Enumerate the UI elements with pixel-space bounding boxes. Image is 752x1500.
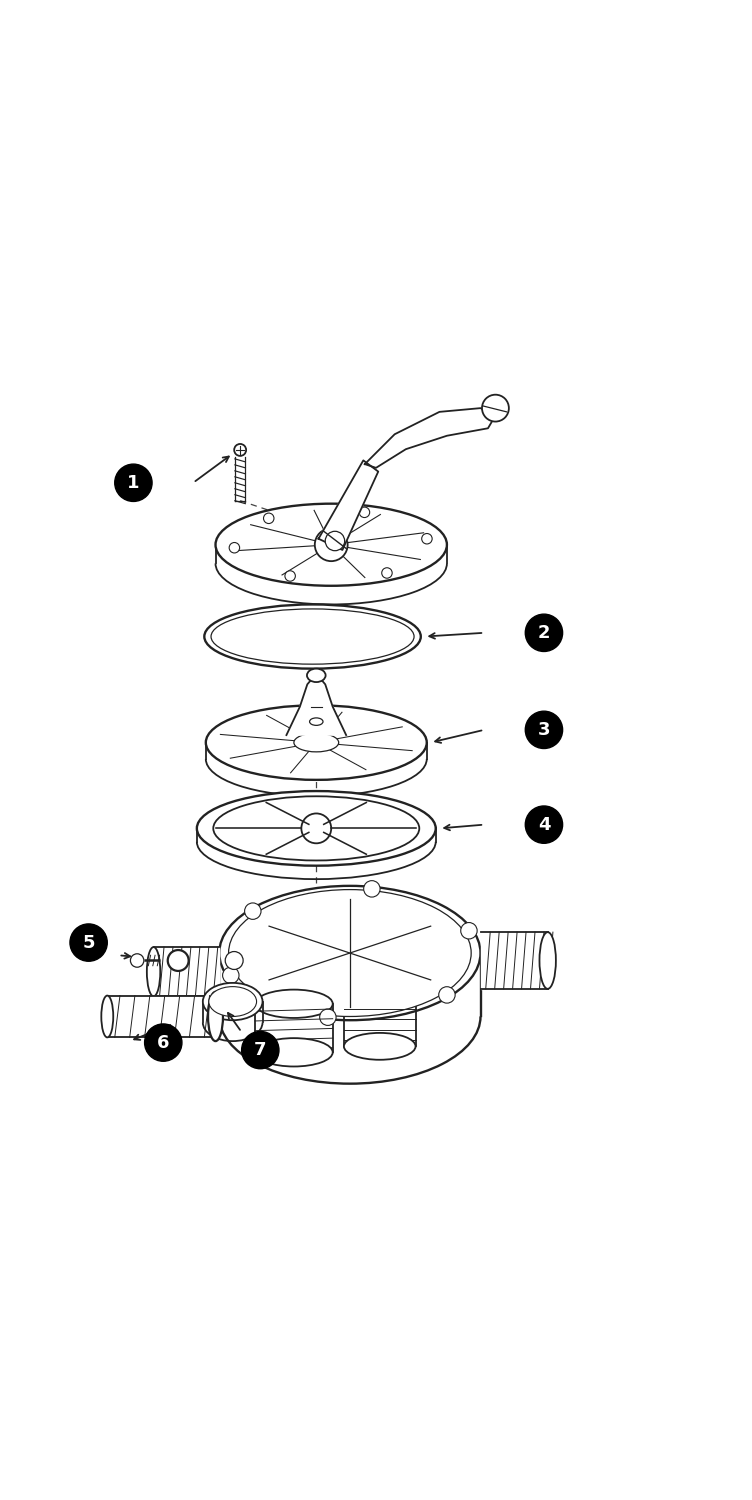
Circle shape [244, 903, 261, 920]
Circle shape [422, 534, 432, 544]
Ellipse shape [307, 669, 326, 682]
Text: 7: 7 [254, 1041, 266, 1059]
Ellipse shape [255, 1038, 332, 1066]
Circle shape [315, 528, 347, 561]
Ellipse shape [220, 886, 481, 1020]
Polygon shape [365, 408, 496, 468]
Circle shape [263, 513, 274, 523]
Circle shape [168, 950, 189, 970]
Circle shape [526, 806, 562, 843]
Ellipse shape [102, 996, 114, 1038]
Text: 2: 2 [538, 624, 550, 642]
Polygon shape [108, 996, 216, 1038]
Ellipse shape [197, 790, 435, 865]
Ellipse shape [209, 987, 256, 1017]
Circle shape [482, 394, 509, 422]
Ellipse shape [214, 796, 420, 861]
Circle shape [225, 951, 243, 969]
Text: 3: 3 [538, 722, 550, 740]
Circle shape [359, 507, 370, 518]
Ellipse shape [211, 609, 414, 664]
Circle shape [461, 922, 478, 939]
Polygon shape [287, 674, 346, 735]
Circle shape [438, 987, 455, 1004]
Ellipse shape [294, 734, 338, 752]
Circle shape [320, 1010, 336, 1026]
Polygon shape [319, 460, 378, 550]
Circle shape [234, 444, 246, 456]
Ellipse shape [344, 1034, 416, 1060]
Polygon shape [153, 946, 220, 996]
Ellipse shape [203, 982, 262, 1020]
Text: 1: 1 [127, 474, 140, 492]
Circle shape [326, 531, 344, 550]
Circle shape [223, 968, 239, 984]
Circle shape [526, 711, 562, 748]
Circle shape [382, 568, 393, 578]
Ellipse shape [539, 932, 556, 988]
Ellipse shape [206, 705, 426, 780]
Ellipse shape [208, 992, 223, 1041]
Circle shape [285, 572, 296, 580]
Text: 6: 6 [157, 1034, 169, 1052]
Circle shape [144, 1024, 182, 1062]
Polygon shape [255, 1004, 332, 1053]
Circle shape [115, 464, 152, 501]
Ellipse shape [255, 990, 332, 1018]
Polygon shape [344, 1002, 416, 1047]
Text: 5: 5 [83, 933, 95, 951]
Polygon shape [481, 932, 547, 988]
Circle shape [130, 954, 144, 968]
Ellipse shape [216, 504, 447, 586]
Circle shape [302, 813, 331, 843]
Circle shape [241, 1032, 279, 1068]
Ellipse shape [229, 890, 472, 1017]
Ellipse shape [310, 718, 323, 726]
Text: 4: 4 [538, 816, 550, 834]
Ellipse shape [205, 604, 421, 669]
Circle shape [70, 924, 108, 962]
Ellipse shape [147, 946, 160, 996]
Circle shape [364, 880, 380, 897]
Circle shape [229, 543, 240, 554]
Circle shape [526, 614, 562, 651]
